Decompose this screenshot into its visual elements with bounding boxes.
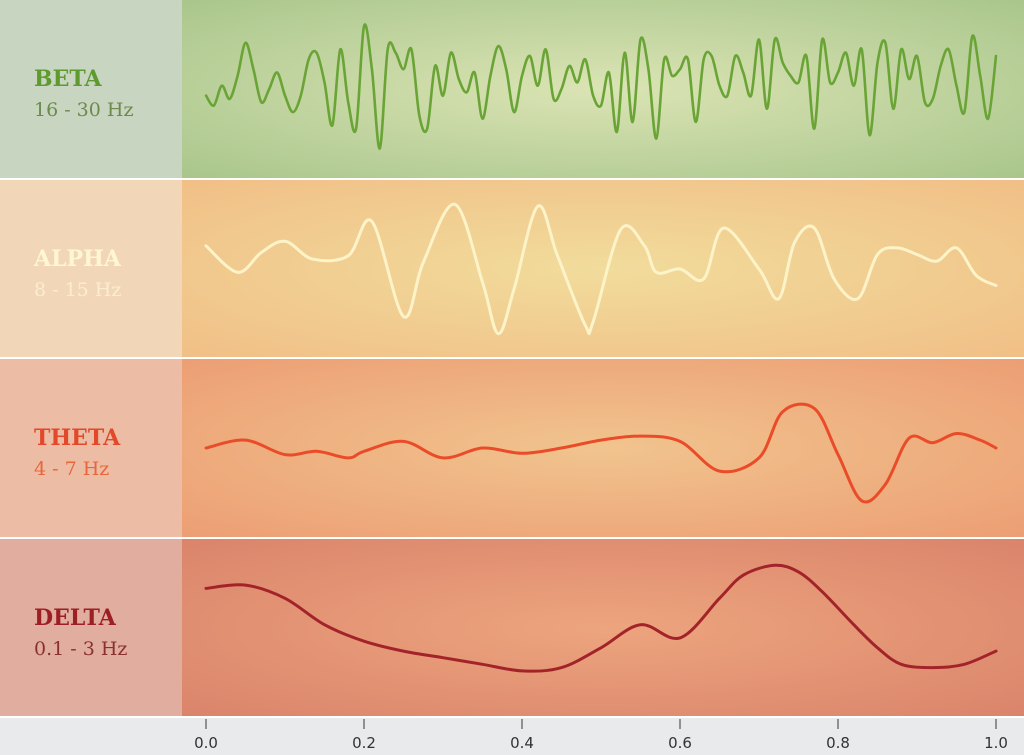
axis-background bbox=[0, 718, 1024, 755]
x-tick-label: 0.6 bbox=[668, 734, 692, 752]
x-tick-label: 0.2 bbox=[352, 734, 376, 752]
band-range-alpha: 8 - 15 Hz bbox=[34, 279, 121, 301]
band-range-theta: 4 - 7 Hz bbox=[34, 458, 109, 480]
band-plot-panel-beta bbox=[182, 0, 1024, 178]
x-tick-label: 0.4 bbox=[510, 734, 534, 752]
band-alpha: ALPHA 8 - 15 Hz bbox=[0, 180, 1024, 358]
wave-theta bbox=[204, 402, 998, 504]
x-tick-label: 0.0 bbox=[194, 734, 218, 752]
wave-alpha bbox=[204, 202, 998, 336]
band-beta: BETA 16 - 30 Hz bbox=[0, 0, 1024, 178]
band-name-beta: BETA bbox=[34, 66, 103, 92]
x-tick-label: 0.8 bbox=[826, 734, 850, 752]
wave-delta bbox=[204, 563, 998, 673]
band-plot-panel-delta bbox=[182, 539, 1024, 717]
band-range-beta: 16 - 30 Hz bbox=[34, 99, 133, 121]
band-delta: DELTA 0.1 - 3 Hz bbox=[0, 539, 1024, 717]
band-name-alpha: ALPHA bbox=[33, 246, 122, 272]
band-label-panel-alpha bbox=[0, 180, 182, 358]
band-plot-panel-alpha bbox=[182, 180, 1024, 358]
bands-layer: BETA 16 - 30 Hz ALPHA 8 - 15 Hz THETA 4 - 7 H… bbox=[0, 0, 1024, 718]
wave-beta bbox=[204, 23, 998, 150]
band-label-panel-theta bbox=[0, 359, 182, 537]
x-tick-label: 1.0 bbox=[984, 734, 1008, 752]
band-theta: THETA 4 - 7 Hz bbox=[0, 359, 1024, 537]
band-label-panel-beta bbox=[0, 0, 182, 178]
band-range-delta: 0.1 - 3 Hz bbox=[34, 638, 127, 660]
x-axis: 0.0 0.2 0.4 0.6 0.8 1.0 bbox=[0, 718, 1024, 755]
band-label-panel-delta bbox=[0, 539, 182, 717]
band-name-delta: DELTA bbox=[34, 605, 117, 631]
band-name-theta: THETA bbox=[34, 425, 121, 451]
band-plot-panel-theta bbox=[182, 359, 1024, 537]
